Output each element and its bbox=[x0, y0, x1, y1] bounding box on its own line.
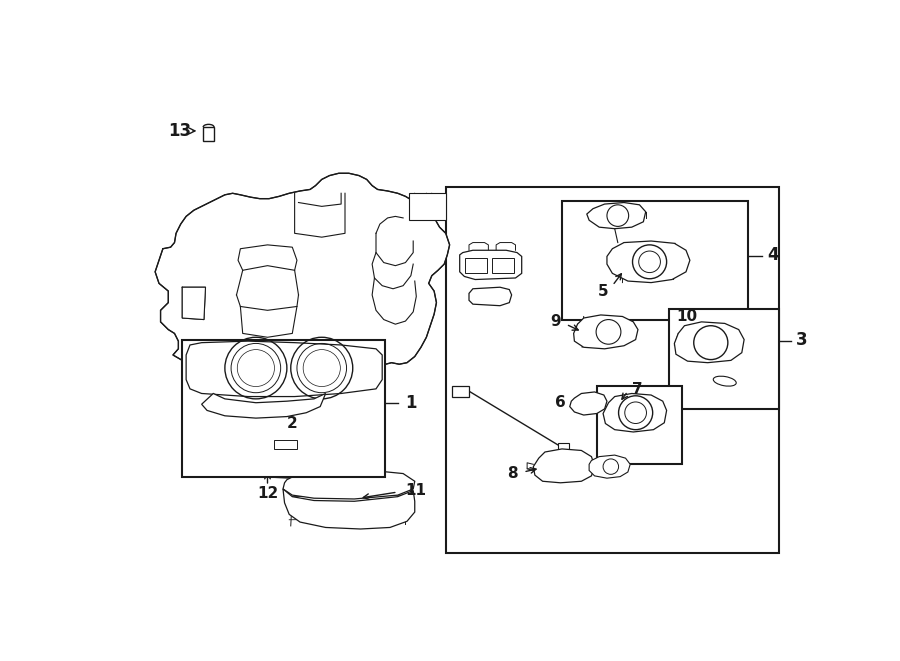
Polygon shape bbox=[283, 489, 415, 529]
Bar bbox=[465, 258, 487, 274]
Bar bbox=[558, 443, 569, 453]
Text: 1: 1 bbox=[405, 394, 417, 412]
Polygon shape bbox=[182, 288, 205, 319]
Text: 12: 12 bbox=[256, 486, 278, 501]
Polygon shape bbox=[534, 449, 595, 483]
Bar bbox=[446, 187, 779, 553]
Bar bbox=[203, 127, 214, 141]
Bar bbox=[562, 201, 748, 321]
Polygon shape bbox=[607, 241, 690, 283]
Text: 5: 5 bbox=[598, 284, 608, 299]
Bar bbox=[492, 258, 514, 274]
Text: 3: 3 bbox=[796, 330, 807, 348]
Text: 11: 11 bbox=[405, 483, 427, 498]
Ellipse shape bbox=[714, 376, 736, 386]
Polygon shape bbox=[570, 392, 607, 415]
Bar bbox=[669, 309, 779, 409]
Polygon shape bbox=[225, 432, 341, 459]
Text: 7: 7 bbox=[632, 382, 643, 397]
Bar bbox=[409, 193, 446, 220]
Polygon shape bbox=[674, 322, 744, 363]
Polygon shape bbox=[590, 455, 630, 478]
Text: 13: 13 bbox=[168, 122, 192, 140]
Polygon shape bbox=[202, 393, 326, 418]
Polygon shape bbox=[587, 202, 645, 229]
Text: 6: 6 bbox=[555, 395, 566, 410]
Text: 9: 9 bbox=[550, 315, 561, 329]
Bar bbox=[182, 340, 385, 477]
Polygon shape bbox=[225, 447, 338, 478]
Text: 8: 8 bbox=[508, 466, 518, 481]
Polygon shape bbox=[469, 288, 511, 305]
Polygon shape bbox=[155, 173, 450, 370]
Polygon shape bbox=[603, 393, 667, 432]
Bar bbox=[597, 386, 682, 464]
Text: 2: 2 bbox=[287, 416, 298, 431]
Text: 10: 10 bbox=[677, 309, 698, 324]
Text: 4: 4 bbox=[768, 246, 779, 264]
Bar bbox=[274, 440, 297, 449]
Polygon shape bbox=[573, 315, 638, 349]
Polygon shape bbox=[186, 341, 382, 397]
Polygon shape bbox=[283, 471, 415, 499]
Bar bbox=[452, 386, 469, 397]
Polygon shape bbox=[460, 251, 522, 280]
